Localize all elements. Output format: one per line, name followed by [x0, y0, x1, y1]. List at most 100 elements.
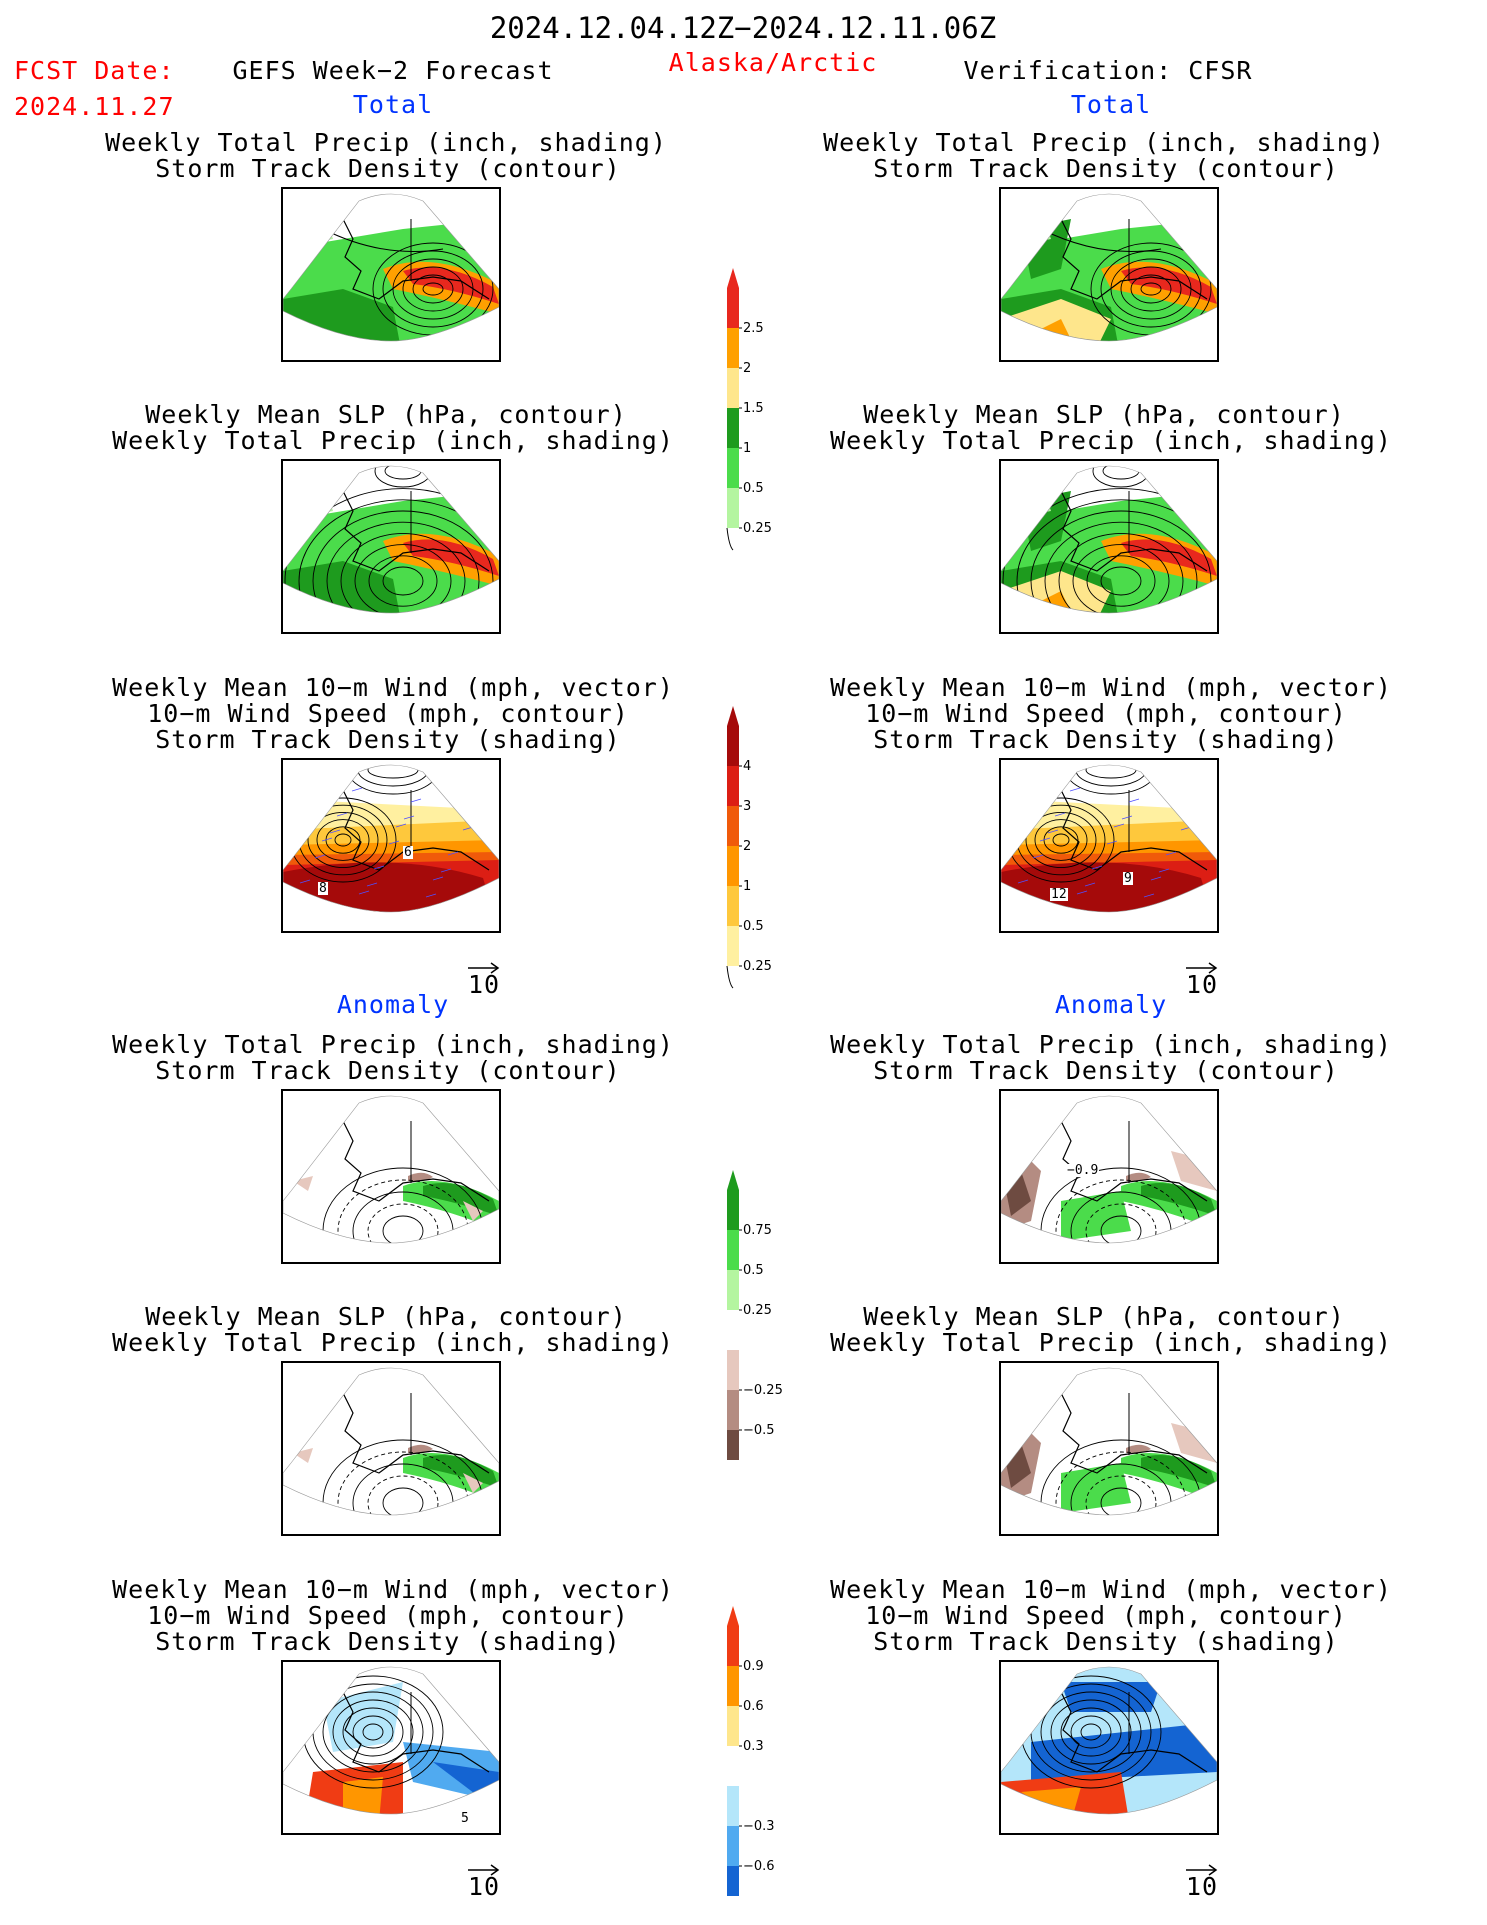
colorbar-segment	[727, 1190, 739, 1230]
colorbar-segment	[727, 766, 739, 806]
map-outline	[283, 1095, 499, 1244]
contour-line	[368, 555, 438, 607]
colorbar-label: 0.25	[743, 1303, 772, 1318]
wind-vector	[351, 787, 363, 792]
contour-line	[1072, 544, 1170, 613]
vector-scale-label: 10	[468, 1872, 501, 1901]
colorbar-label: 0.25	[743, 521, 772, 536]
wind-vector	[403, 815, 415, 820]
colorbar-segment	[727, 368, 739, 408]
shading-region	[283, 862, 499, 912]
shading-region	[1121, 539, 1217, 576]
wind-vector	[1202, 784, 1214, 789]
wind-vector	[1106, 840, 1118, 845]
contour-line	[342, 1707, 404, 1757]
contour-line	[362, 1723, 384, 1741]
fcst-date-label: FCST Date:	[14, 56, 175, 85]
title-l5-line1: Weekly Mean SLP (hPa, contour)	[145, 1302, 627, 1331]
wind-vector	[1091, 865, 1103, 870]
colorbar-label: −0.25	[743, 1383, 783, 1398]
colorbar-label: 0.6	[743, 1699, 764, 1714]
wind-vector	[1039, 837, 1051, 842]
contour-line	[402, 266, 464, 312]
coastline	[342, 1120, 490, 1202]
contour-line	[334, 833, 352, 847]
colorbar-segment	[727, 1270, 739, 1310]
contour-line	[316, 819, 370, 861]
contour-line	[367, 1203, 439, 1243]
title-l4-line1: Weekly Total Precip (inch, shading)	[112, 1030, 674, 1059]
title-r6-line3: Storm Track Density (shading)	[873, 1627, 1339, 1656]
contour-line	[322, 228, 444, 252]
vector-scale-left-anom: 10	[466, 1862, 502, 1902]
shading-region	[403, 267, 499, 304]
colorbar-segment	[727, 1230, 739, 1270]
shading-region	[1031, 1722, 1217, 1782]
coastline	[342, 789, 490, 871]
wind-vector	[358, 890, 370, 895]
wind-vector	[447, 851, 459, 856]
contour-line	[1040, 228, 1162, 252]
title-r5-line2: Weekly Total Precip (inch, shading)	[830, 1328, 1392, 1357]
colorbar-label: 0.5	[743, 1263, 764, 1278]
title-r3-line3: Storm Track Density (shading)	[873, 725, 1339, 754]
wind-vector	[373, 865, 385, 870]
title-r6-line2: 10−m Wind Speed (mph, contour)	[865, 1601, 1347, 1630]
map-outline	[1001, 1367, 1217, 1516]
wind-vector	[1165, 851, 1177, 856]
wind-vector	[1010, 776, 1022, 781]
shading-region	[423, 1454, 499, 1488]
map-anom-wind-storm-gefs	[281, 1660, 501, 1835]
shading-region	[1006, 1443, 1031, 1488]
contour-line	[1070, 1715, 1112, 1749]
wind-vector	[1143, 893, 1155, 898]
colorbar-segment	[727, 488, 739, 528]
title-l1-line2: Storm Track Density (contour)	[155, 154, 621, 183]
colorbar-label: −0.3	[743, 1819, 775, 1834]
map-total-wind-storm-cfsr	[999, 758, 1219, 933]
contour-line	[307, 811, 379, 869]
contour-line	[298, 499, 499, 613]
arrow-right-icon	[468, 1864, 500, 1876]
shading-region	[1006, 1171, 1031, 1216]
title-r1-line2: Storm Track Density (contour)	[873, 154, 1339, 183]
contour-line	[1016, 499, 1217, 613]
colorbar-segment	[727, 448, 739, 488]
colorbar-segment	[727, 1746, 739, 1786]
shading-region	[1001, 209, 1051, 249]
colorbar-segment	[727, 846, 739, 886]
contour-line	[312, 510, 494, 613]
wind-vector	[484, 784, 496, 789]
contour-line	[1060, 1707, 1122, 1757]
vector-scale-label: 10	[468, 970, 501, 999]
wind-vector	[1128, 798, 1140, 803]
shading-region	[1061, 1463, 1131, 1513]
contour-line	[1080, 1723, 1102, 1741]
contour-line	[1130, 274, 1172, 304]
contour-label: 9	[1123, 871, 1133, 886]
wind-vector	[321, 837, 333, 842]
wind-vector	[469, 809, 481, 814]
title-l3-line3: Storm Track Density (shading)	[155, 725, 621, 754]
wind-vector	[1121, 815, 1133, 820]
colorbar-segment	[727, 886, 739, 926]
contour-line	[1025, 811, 1097, 869]
map-total-precip-storm-gefs	[281, 187, 501, 362]
contour-line	[382, 1487, 424, 1515]
section-anomaly-left: Anomaly	[336, 990, 450, 1019]
colorbar-segment	[727, 1706, 739, 1746]
title-l1-line1: Weekly Total Precip (inch, shading)	[105, 128, 667, 157]
date-range-title: 2024.12.04.12Z−2024.12.11.06Z	[489, 11, 997, 45]
shading-region	[1121, 267, 1217, 304]
coastline	[342, 1392, 490, 1474]
shading-region	[403, 539, 499, 576]
colorbar-cap	[727, 1606, 739, 1626]
contour-line	[392, 258, 474, 320]
coastline	[342, 490, 490, 572]
colorbar-segment	[727, 1310, 739, 1350]
map-outline	[1001, 1666, 1217, 1815]
contour-line	[1085, 1475, 1157, 1515]
wind-vector	[299, 879, 311, 884]
contour-line	[1100, 1487, 1142, 1515]
contour-line	[422, 282, 444, 296]
